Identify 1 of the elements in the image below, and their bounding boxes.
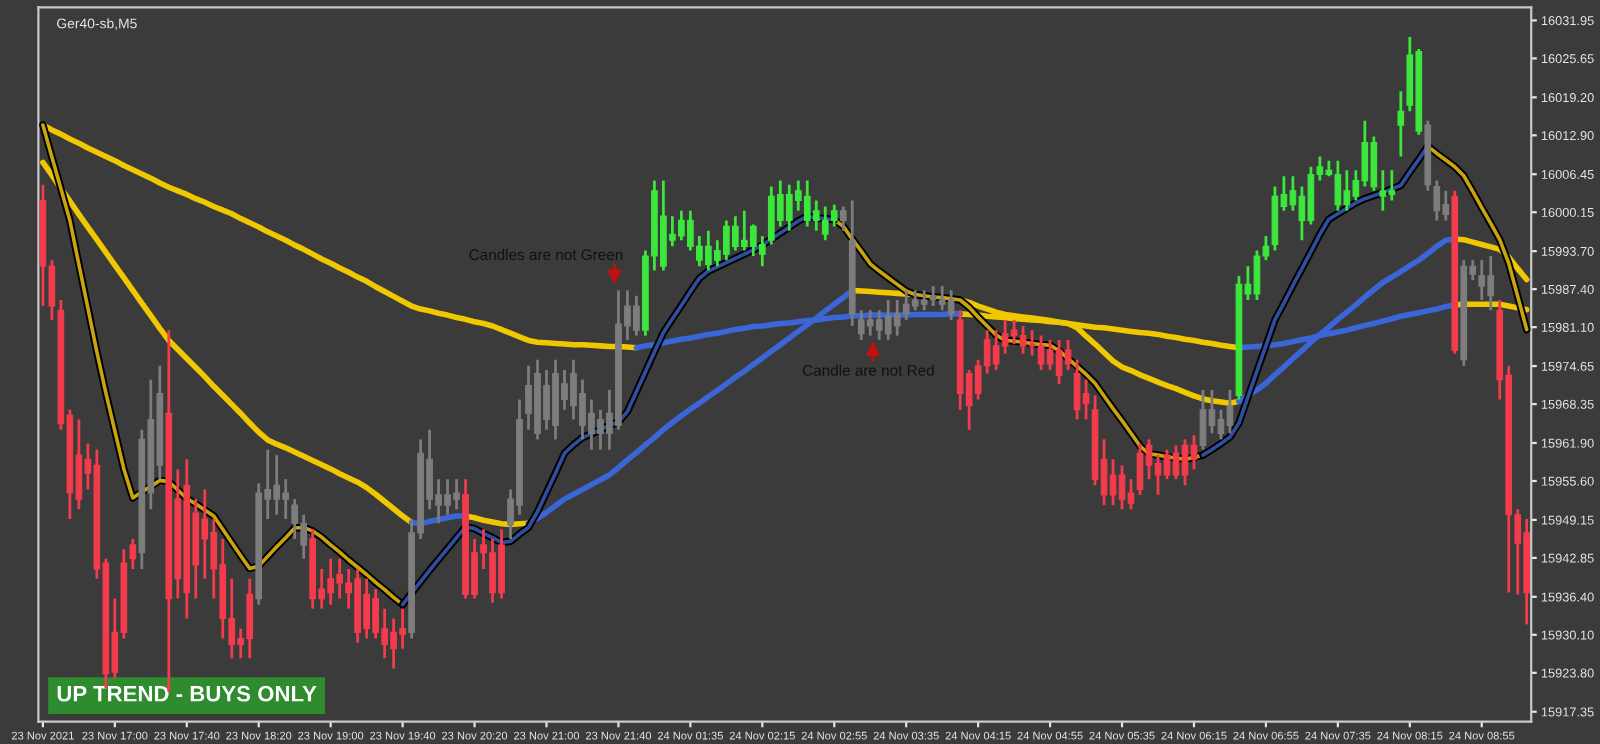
annotation: UP TREND - BUYS ONLY (57, 685, 317, 702)
